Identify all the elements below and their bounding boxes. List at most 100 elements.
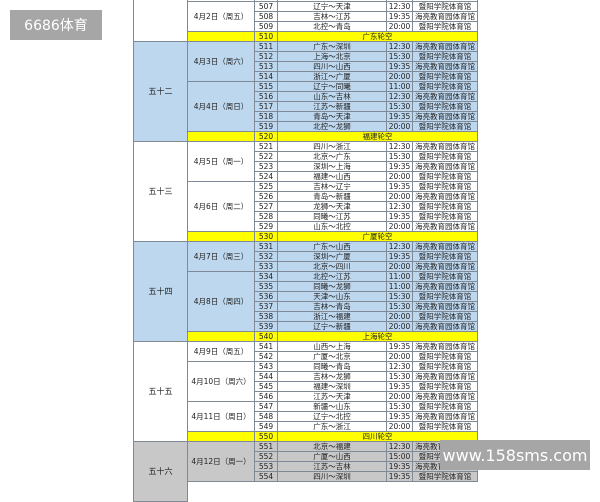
venue: 暨阳学院体育馆 <box>413 402 478 412</box>
matchup <box>278 0 387 2</box>
game-time: 12:30 <box>387 42 413 52</box>
game-number: 533 <box>255 262 278 272</box>
game-number: 508 <box>255 12 278 22</box>
game-time: 19:35 <box>387 462 413 472</box>
matchup: 辽宁～新疆 <box>278 322 387 332</box>
matchup: 江苏～吉林 <box>278 462 387 472</box>
game-time: 11:00 <box>387 82 413 92</box>
game-number: 523 <box>255 162 278 172</box>
game-time: 20:00 <box>387 322 413 332</box>
rest-team: 广东轮空 <box>278 32 478 42</box>
game-number: 529 <box>255 222 278 232</box>
game-time: 15:30 <box>387 102 413 112</box>
venue: 海亮教育园体育馆 <box>413 42 478 52</box>
round-label: 五十五 <box>133 342 188 442</box>
game-time: 19:35 <box>387 162 413 172</box>
game-number: 551 <box>255 442 278 452</box>
game-time: 12:30 <box>387 2 413 12</box>
matchup: 青岛～天津 <box>278 112 387 122</box>
game-number: 528 <box>255 212 278 222</box>
game-number: 519 <box>255 122 278 132</box>
game-number: 518 <box>255 112 278 122</box>
matchup: 龙狮～天津 <box>278 202 387 212</box>
venue: 暨阳学院体育馆 <box>413 152 478 162</box>
venue: 暨阳学院体育馆 <box>413 202 478 212</box>
game-number: 553 <box>255 462 278 472</box>
rest-row-blank <box>188 432 255 442</box>
game-number: 531 <box>255 242 278 252</box>
game-time: 20:00 <box>387 72 413 82</box>
game-date: 4月11日（周日） <box>188 402 255 432</box>
game-number: 512 <box>255 52 278 62</box>
game-number: 552 <box>255 452 278 462</box>
game-time: 20:00 <box>387 192 413 202</box>
game-time: 19:35 <box>387 412 413 422</box>
round-label: 五十三 <box>133 142 188 242</box>
game-time: 19:35 <box>387 212 413 222</box>
game-number: 521 <box>255 142 278 152</box>
rest-number: 510 <box>255 32 278 42</box>
venue: 海亮教育园体育馆 <box>413 62 478 72</box>
matchup: 辽宁～北控 <box>278 412 387 422</box>
matchup: 吉林～江苏 <box>278 12 387 22</box>
game-number: 509 <box>255 22 278 32</box>
matchup: 天津～山东 <box>278 292 387 302</box>
rest-row-blank <box>188 132 255 142</box>
game-time: 19:35 <box>387 342 413 352</box>
game-time: 20:00 <box>387 172 413 182</box>
game-date: 4月2日（周五） <box>188 2 255 32</box>
venue: 暨阳学院体育馆 <box>413 472 478 482</box>
game-number: 527 <box>255 202 278 212</box>
rest-team: 四川轮空 <box>278 432 478 442</box>
schedule-table: 506507辽宁～天津12:30暨阳学院体育馆508吉林～江苏19:35海亮教育… <box>133 0 478 502</box>
matchup: 同曦～江苏 <box>278 212 387 222</box>
venue: 海亮教育园体育馆 <box>413 12 478 22</box>
round-label: 五十六 <box>133 442 188 502</box>
matchup: 山西～上海 <box>278 342 387 352</box>
matchup: 山东～北控 <box>278 222 387 232</box>
game-time: 12:30 <box>387 442 413 452</box>
venue: 海亮教育园体育馆 <box>413 262 478 272</box>
venue: 海亮教育园体育馆 <box>413 142 478 152</box>
game-time <box>387 0 413 2</box>
rest-team: 广厦轮空 <box>278 232 478 242</box>
matchup: 上海～北京 <box>278 52 387 62</box>
matchup: 北控～青岛 <box>278 22 387 32</box>
game-number: 538 <box>255 312 278 322</box>
matchup: 同曦～龙狮 <box>278 282 387 292</box>
game-time: 12:30 <box>387 242 413 252</box>
game-time: 19:35 <box>387 182 413 192</box>
game-time: 15:30 <box>387 292 413 302</box>
venue <box>413 0 478 2</box>
venue: 海亮教育园体育馆 <box>413 322 478 332</box>
rest-team: 上海轮空 <box>278 332 478 342</box>
game-number: 541 <box>255 342 278 352</box>
venue: 暨阳学院体育馆 <box>413 102 478 112</box>
venue: 暨阳学院体育馆 <box>413 172 478 182</box>
venue: 暨阳学院体育馆 <box>413 122 478 132</box>
game-time: 20:00 <box>387 422 413 432</box>
round-label: 五十二 <box>133 42 188 142</box>
matchup: 新疆～山东 <box>278 402 387 412</box>
matchup: 四川～深圳 <box>278 472 387 482</box>
game-time: 19:35 <box>387 12 413 22</box>
venue: 暨阳学院体育馆 <box>413 312 478 322</box>
game-time: 15:00 <box>387 452 413 462</box>
rest-number: 520 <box>255 132 278 142</box>
game-number: 513 <box>255 62 278 72</box>
matchup: 吉林～青岛 <box>278 302 387 312</box>
game-number: 516 <box>255 92 278 102</box>
game-date: 4月8日（周四） <box>188 272 255 332</box>
game-date: 4月9日（周五） <box>188 342 255 362</box>
game-date: 4月12日（周一） <box>188 442 255 482</box>
venue: 暨阳学院体育馆 <box>413 362 478 372</box>
matchup: 广东～山西 <box>278 242 387 252</box>
game-date: 4月7日（周三） <box>188 242 255 272</box>
matchup: 浙江～福建 <box>278 312 387 322</box>
watermark-site: www.158sms.com <box>440 440 590 470</box>
rest-number: 550 <box>255 432 278 442</box>
matchup: 福建～山西 <box>278 172 387 182</box>
game-number: 543 <box>255 362 278 372</box>
matchup: 山东～吉林 <box>278 92 387 102</box>
game-time: 20:00 <box>387 122 413 132</box>
